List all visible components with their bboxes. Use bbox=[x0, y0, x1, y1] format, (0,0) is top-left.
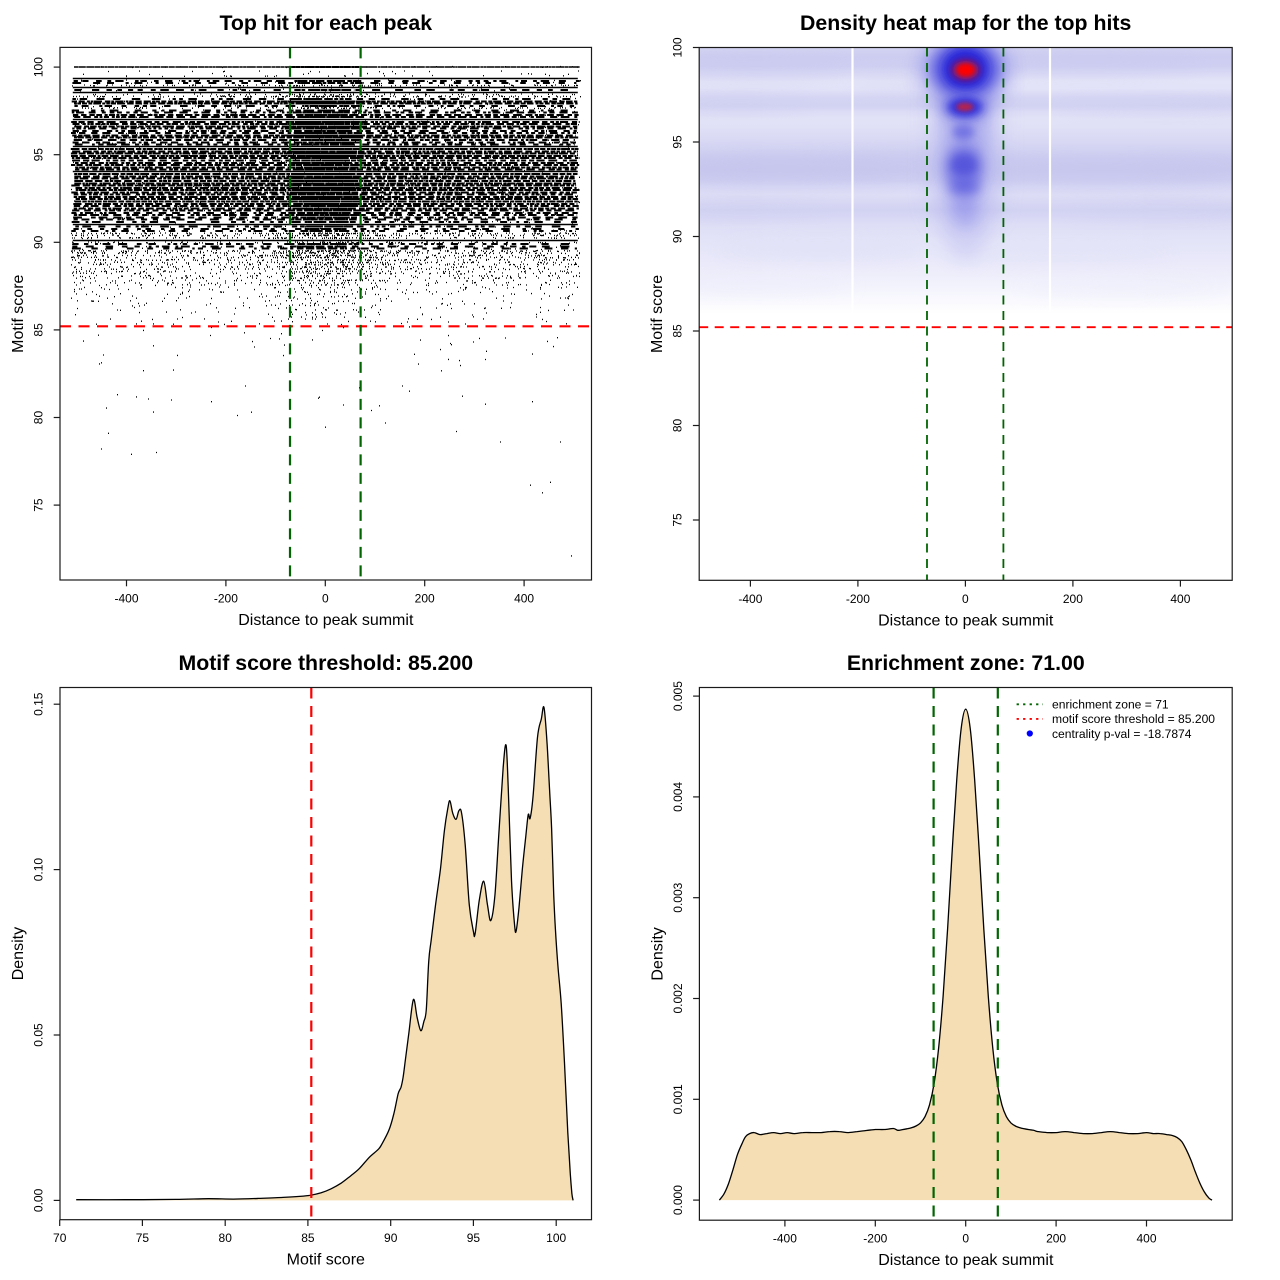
svg-text:Density heat map for the top h: Density heat map for the top hits bbox=[800, 11, 1131, 35]
svg-text:Motif score: Motif score bbox=[649, 275, 666, 353]
svg-text:90: 90 bbox=[384, 1231, 398, 1245]
svg-text:85: 85 bbox=[671, 324, 685, 338]
svg-text:400: 400 bbox=[514, 592, 534, 606]
svg-text:Distance to peak summit: Distance to peak summit bbox=[238, 612, 414, 629]
svg-text:80: 80 bbox=[219, 1231, 233, 1245]
svg-text:-400: -400 bbox=[773, 1232, 797, 1246]
svg-text:-200: -200 bbox=[214, 592, 238, 606]
svg-text:Density: Density bbox=[10, 927, 27, 980]
svg-text:0.000: 0.000 bbox=[671, 1185, 685, 1215]
svg-text:0.10: 0.10 bbox=[32, 858, 46, 882]
svg-text:Motif score: Motif score bbox=[287, 1252, 365, 1269]
svg-text:95: 95 bbox=[671, 135, 685, 149]
svg-text:Distance to peak summit: Distance to peak summit bbox=[878, 1252, 1054, 1269]
svg-text:95: 95 bbox=[32, 148, 46, 162]
svg-text:200: 200 bbox=[415, 592, 435, 606]
svg-text:-400: -400 bbox=[114, 592, 138, 606]
svg-text:90: 90 bbox=[671, 230, 685, 244]
svg-text:0.003: 0.003 bbox=[671, 882, 685, 912]
svg-text:100: 100 bbox=[32, 57, 46, 77]
svg-text:200: 200 bbox=[1046, 1232, 1066, 1246]
svg-text:80: 80 bbox=[671, 419, 685, 433]
svg-text:400: 400 bbox=[1136, 1232, 1156, 1246]
svg-text:70: 70 bbox=[53, 1231, 67, 1245]
svg-text:200: 200 bbox=[1063, 592, 1083, 606]
svg-text:-400: -400 bbox=[738, 592, 762, 606]
svg-text:0.15: 0.15 bbox=[32, 692, 46, 716]
svg-text:0.004: 0.004 bbox=[671, 782, 685, 812]
svg-text:0: 0 bbox=[962, 1232, 969, 1246]
svg-text:85: 85 bbox=[32, 323, 46, 337]
svg-text:85: 85 bbox=[301, 1231, 315, 1245]
svg-text:400: 400 bbox=[1170, 592, 1190, 606]
svg-text:75: 75 bbox=[32, 498, 46, 512]
svg-text:Top hit for each peak: Top hit for each peak bbox=[219, 11, 432, 35]
svg-text:motif score threshold = 85.200: motif score threshold = 85.200 bbox=[1052, 712, 1215, 726]
svg-text:0.005: 0.005 bbox=[671, 681, 685, 711]
svg-text:75: 75 bbox=[671, 513, 685, 527]
svg-text:100: 100 bbox=[546, 1231, 566, 1245]
svg-text:90: 90 bbox=[32, 235, 46, 249]
svg-text:-200: -200 bbox=[863, 1232, 887, 1246]
svg-text:0: 0 bbox=[962, 592, 969, 606]
svg-text:Enrichment zone: 71.00: Enrichment zone: 71.00 bbox=[847, 651, 1085, 675]
svg-text:-200: -200 bbox=[846, 592, 870, 606]
svg-text:0.001: 0.001 bbox=[671, 1084, 685, 1114]
svg-text:Density: Density bbox=[649, 927, 666, 980]
svg-text:0.05: 0.05 bbox=[32, 1023, 46, 1047]
svg-text:enrichment zone = 71: enrichment zone = 71 bbox=[1052, 698, 1169, 712]
svg-text:centrality p-val = -18.7874: centrality p-val = -18.7874 bbox=[1052, 727, 1192, 741]
svg-text:Distance to peak summit: Distance to peak summit bbox=[878, 612, 1054, 629]
svg-text:Motif score threshold: 85.200: Motif score threshold: 85.200 bbox=[178, 651, 473, 675]
svg-text:95: 95 bbox=[467, 1231, 481, 1245]
svg-text:100: 100 bbox=[671, 37, 685, 57]
svg-text:80: 80 bbox=[32, 411, 46, 425]
svg-text:Motif score: Motif score bbox=[10, 274, 27, 352]
svg-text:0.00: 0.00 bbox=[32, 1188, 46, 1212]
svg-text:0.002: 0.002 bbox=[671, 983, 685, 1013]
svg-text:0: 0 bbox=[322, 592, 329, 606]
svg-text:75: 75 bbox=[136, 1231, 150, 1245]
